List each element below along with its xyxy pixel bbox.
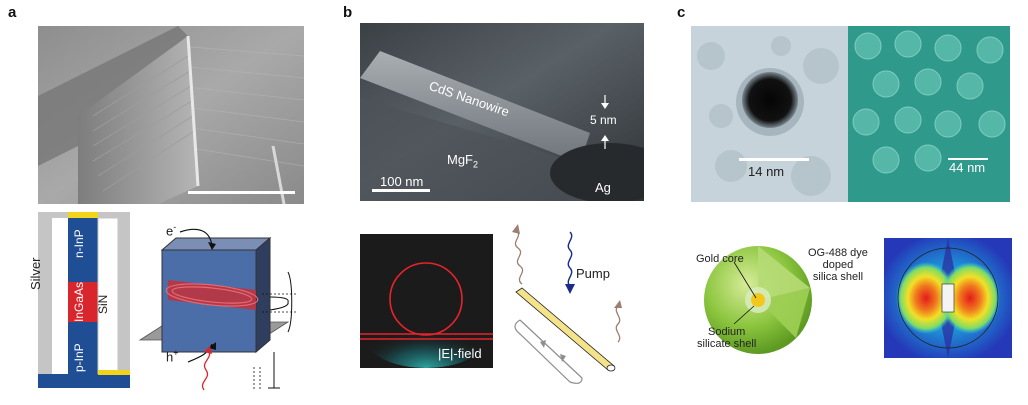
panel-c-tem-image — [691, 26, 848, 202]
panel-a-layer-stack — [38, 212, 130, 388]
panel-a-sem-image — [38, 26, 304, 204]
panel-c-core-shell-sphere — [700, 238, 820, 358]
panel-a-letter: a — [8, 4, 17, 21]
e-field-label: |E|-field — [438, 346, 482, 361]
pump-label: Pump — [576, 266, 610, 281]
gold-core-label: Gold core — [696, 253, 744, 265]
panel-c-sem-image — [848, 26, 1010, 202]
hole-label: h+ — [166, 348, 179, 365]
ag-label: Ag — [595, 180, 611, 195]
panel-b-field-plot — [360, 234, 493, 368]
ingaas-label: InGaAs — [72, 281, 86, 322]
dye-shell-label: OG-488 dye doped silica shell — [808, 247, 868, 283]
panel-c-letter: c — [677, 4, 686, 21]
electron-label: e- — [166, 222, 177, 239]
mgf2-label: MgF2 — [447, 152, 479, 170]
panel-c-field-map — [884, 238, 1012, 358]
sin-label: SiN — [96, 294, 110, 314]
panel-b-pump-schematic — [500, 222, 650, 398]
tem-scale-label: 14 nm — [748, 164, 785, 179]
gap-label: 5 nm — [590, 113, 617, 127]
panel-b-sem-image — [360, 23, 644, 201]
panel-c-leader-lines — [733, 261, 757, 325]
b-scale-label: 100 nm — [380, 174, 424, 189]
panel-b-letter: b — [343, 4, 353, 21]
sodium-shell-label: Sodium silicate shell — [697, 326, 757, 350]
panel-a-cavity-schematic — [138, 212, 308, 398]
n-inp-label: n-InP — [72, 229, 86, 258]
silver-label: Silver — [28, 257, 43, 290]
p-inp-label: p-InP — [72, 343, 86, 372]
sem-scale-label: 44 nm — [949, 160, 986, 175]
